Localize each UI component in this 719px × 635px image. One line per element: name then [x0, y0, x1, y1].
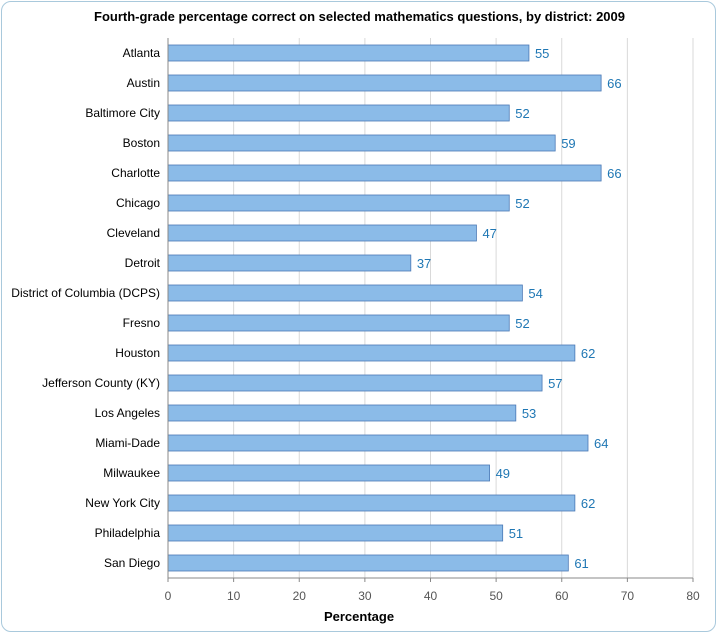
- x-axis: 0 10 20 30 40 50 60 70 80: [165, 38, 700, 603]
- data-label: 66: [607, 76, 621, 91]
- data-label: 62: [581, 496, 595, 511]
- category-label: Jefferson County (KY): [42, 376, 160, 390]
- category-labels: Atlanta Austin Baltimore City Boston Charlot…: [11, 46, 160, 570]
- data-label: 52: [515, 316, 529, 331]
- category-label: District of Columbia (DCPS): [11, 286, 160, 300]
- x-tick-label: 20: [293, 589, 307, 603]
- data-label: 49: [496, 466, 510, 481]
- bar: [167, 104, 510, 122]
- data-label: 54: [528, 286, 542, 301]
- category-label: Houston: [115, 346, 160, 360]
- bar: [167, 524, 504, 542]
- bar: [167, 344, 576, 362]
- bar: [167, 284, 523, 302]
- bar: [167, 464, 490, 482]
- x-tick-label: 0: [165, 589, 172, 603]
- data-label: 37: [417, 256, 431, 271]
- bar: [167, 194, 510, 212]
- category-label: Cleveland: [107, 226, 160, 240]
- category-label: Charlotte: [111, 166, 160, 180]
- x-tick-label: 70: [621, 589, 635, 603]
- category-label: Los Angeles: [95, 406, 160, 420]
- bar: [167, 434, 589, 452]
- category-label: Miami-Dade: [95, 436, 160, 450]
- data-label: 66: [607, 166, 621, 181]
- data-label: 47: [482, 226, 496, 241]
- data-label: 61: [574, 556, 588, 571]
- data-label: 51: [509, 526, 523, 541]
- category-label: San Diego: [104, 556, 160, 570]
- category-label: Fresno: [123, 316, 161, 330]
- category-label: Austin: [127, 76, 160, 90]
- x-tick-label: 30: [358, 589, 372, 603]
- value-labels: 55 66 52 59 66 52 47 37 54 52 62 57 53 64 49 62 51 61: [417, 46, 622, 571]
- x-tick-label: 60: [555, 589, 569, 603]
- category-label: Philadelphia: [95, 526, 161, 540]
- bar: [167, 74, 602, 92]
- x-tick-label: 80: [686, 589, 700, 603]
- bar: [167, 224, 477, 242]
- x-tick-label: 10: [227, 589, 241, 603]
- category-label: Baltimore City: [85, 106, 160, 120]
- data-label: 55: [535, 46, 549, 61]
- category-label: Chicago: [116, 196, 160, 210]
- bar: [167, 44, 530, 62]
- category-label: Atlanta: [123, 46, 161, 60]
- bar: [167, 494, 576, 512]
- bar: [167, 554, 569, 572]
- chart-title: Fourth-grade percentage correct on selec…: [94, 9, 625, 24]
- category-label: Detroit: [125, 256, 161, 270]
- bar: [167, 404, 517, 422]
- bar: [167, 374, 543, 392]
- data-label: 53: [522, 406, 536, 421]
- data-label: 52: [515, 106, 529, 121]
- category-label: Boston: [123, 136, 160, 150]
- gridlines: [233, 38, 694, 578]
- bar: [167, 314, 510, 332]
- bars: [167, 44, 602, 572]
- x-tick-label: 40: [424, 589, 438, 603]
- data-label: 59: [561, 136, 575, 151]
- category-label: New York City: [85, 496, 160, 510]
- bar: [167, 164, 602, 182]
- x-axis-title: Percentage: [324, 609, 394, 624]
- x-tick-label: 50: [489, 589, 503, 603]
- data-label: 52: [515, 196, 529, 211]
- category-label: Milwaukee: [103, 466, 160, 480]
- data-label: 62: [581, 346, 595, 361]
- bar: [167, 134, 556, 152]
- data-label: 57: [548, 376, 562, 391]
- bar: [167, 254, 412, 272]
- data-label: 64: [594, 436, 608, 451]
